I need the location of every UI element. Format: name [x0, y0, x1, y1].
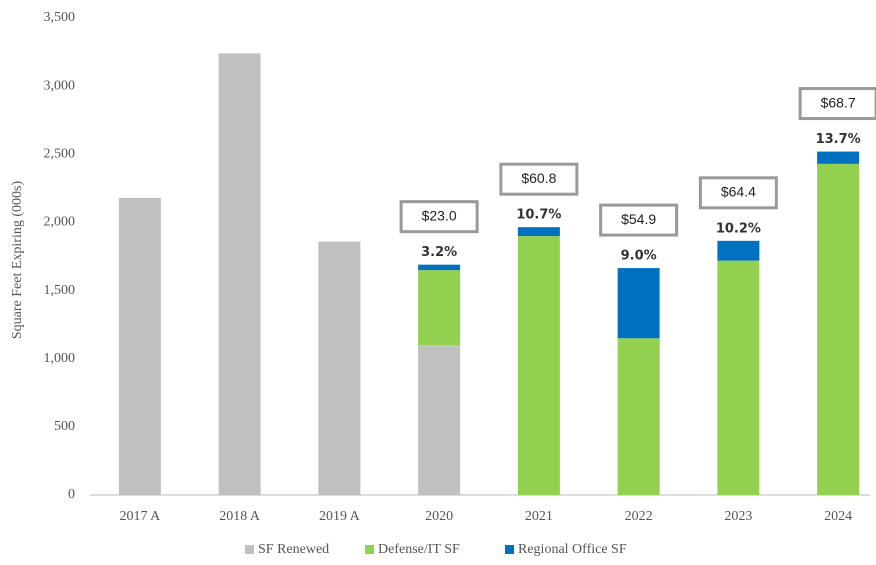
value-box [599, 203, 679, 237]
value-box [499, 162, 579, 196]
value-box [399, 200, 479, 234]
legend-swatch [245, 545, 254, 554]
bar-segment [318, 241, 361, 495]
value-box [798, 87, 876, 121]
x-tick-label: 2017 A [119, 509, 161, 524]
bar-segment [517, 227, 560, 237]
bar-segment [717, 240, 760, 261]
percent-label: 10.7% [516, 208, 561, 223]
y-tick-label: 1,500 [44, 283, 76, 298]
percent-label: 13.7% [816, 132, 861, 147]
bar-segment [717, 260, 760, 495]
percent-label: 9.0% [621, 249, 657, 264]
value-box-label: $23.0 [422, 207, 457, 223]
bar-segment [617, 338, 660, 495]
y-tick-label: 3,500 [44, 10, 76, 25]
bar-segment [517, 236, 560, 496]
x-tick-label: 2022 [625, 509, 653, 524]
y-tick-label: 3,000 [44, 78, 76, 93]
bar-segment [418, 270, 461, 346]
legend-label: Regional Office SF [518, 542, 627, 557]
value-box-label: $68.7 [821, 94, 856, 110]
bar-segment [617, 268, 660, 339]
legend-label: SF Renewed [258, 542, 329, 557]
y-axis-title: Square Feet Expiring (000s) [10, 181, 25, 340]
value-box-label: $64.4 [721, 184, 756, 200]
bar-segment [817, 151, 860, 164]
bar-segment [817, 163, 860, 495]
legend-swatch [365, 545, 374, 554]
bar-segment [418, 345, 461, 495]
x-tick-label: 2019 A [319, 509, 361, 524]
bar-segment [118, 197, 161, 495]
value-box-label: $60.8 [521, 170, 556, 186]
x-tick-label: 2020 [425, 509, 453, 524]
x-tick-label: 2018 A [219, 509, 261, 524]
x-tick-label: 2023 [724, 509, 752, 524]
x-tick-label: 2021 [525, 509, 553, 524]
percent-label: 3.2% [421, 245, 457, 260]
y-tick-label: 0 [68, 487, 75, 502]
y-tick-label: 1,000 [44, 351, 76, 366]
y-tick-label: 500 [54, 419, 75, 434]
legend-swatch [505, 545, 514, 554]
value-box-label: $54.9 [621, 211, 656, 227]
x-tick-label: 2024 [824, 509, 852, 524]
y-tick-label: 2,000 [44, 215, 76, 230]
y-tick-label: 2,500 [44, 147, 76, 162]
legend-label: Defense/IT SF [378, 542, 460, 557]
value-box [698, 176, 778, 210]
bar-segment [418, 264, 461, 271]
percent-label: 10.2% [716, 221, 761, 236]
bar-segment [218, 53, 261, 495]
